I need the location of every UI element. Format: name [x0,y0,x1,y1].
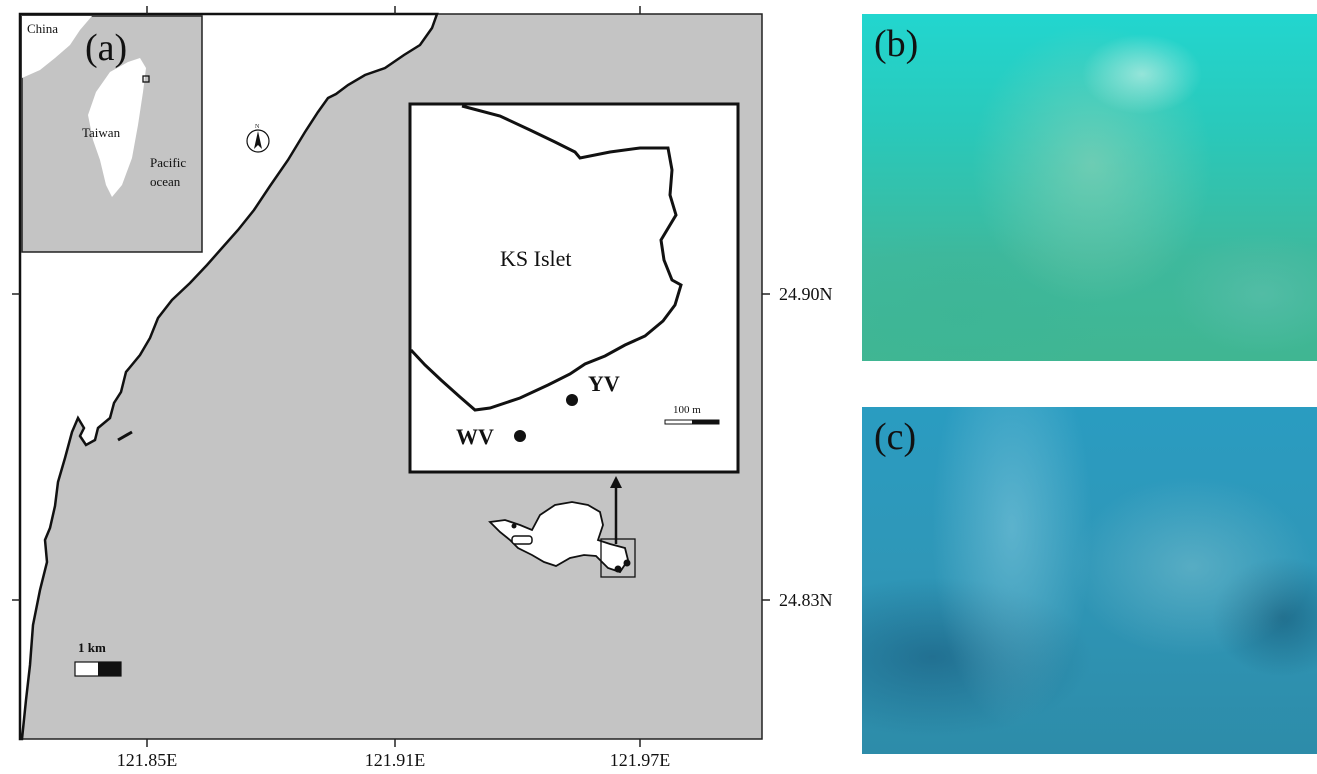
panel-c-label: (c) [874,416,917,458]
site-label-wv: WV [456,424,494,449]
panel-c-photo: (c) [862,407,1317,754]
islet-site-dot [511,523,517,529]
ks-islet-lake [511,535,533,545]
inset-scale-label: 100 m [673,404,701,416]
overview-label-china: China [27,21,58,36]
ks-islet-label: KS Islet [500,246,572,271]
map-bottom-ticks [146,739,641,747]
map-top-ticks [146,6,641,14]
study-area-marker [142,75,150,83]
panel-a-map: 121.85E 121.91E 121.97E 24.90N 24.83N Ch… [12,6,833,770]
north-arrow-icon: N [246,124,270,153]
x-tick-label: 121.85E [117,750,178,770]
site-marker-wv [514,430,526,442]
inset-pointer-arrow [610,476,622,544]
overview-label-pacific: Pacific [150,155,186,170]
zoom-inset: KS Islet YV WV 100 m [408,102,740,474]
china-landmass [22,16,92,78]
y-tick-label: 24.83N [779,590,833,610]
taiwan-island [88,58,146,197]
svg-text:N: N [255,124,260,130]
map-side-ticks [12,293,770,601]
overview-label-taiwan: Taiwan [82,125,121,140]
overview-inset: China Taiwan Pacific ocean [21,15,203,253]
x-tick-label: 121.97E [610,750,671,770]
y-tick-label: 24.90N [779,284,833,304]
site-marker-yv [566,394,578,406]
panel-b-label: (b) [874,23,919,65]
islet-site-dot [614,565,622,573]
x-tick-label: 121.91E [365,750,426,770]
scale-bar-label: 1 km [78,640,106,655]
overview-label-ocean: ocean [150,174,181,189]
panel-b-photo: (b) [862,14,1317,361]
islet-highlight-box [600,538,636,578]
coastline-islet-mark [117,430,133,442]
ks-islet-coastline [409,104,683,412]
site-label-yv: YV [588,371,620,396]
islet-site-dot [623,559,631,567]
panel-a-label: (a) [85,27,127,69]
